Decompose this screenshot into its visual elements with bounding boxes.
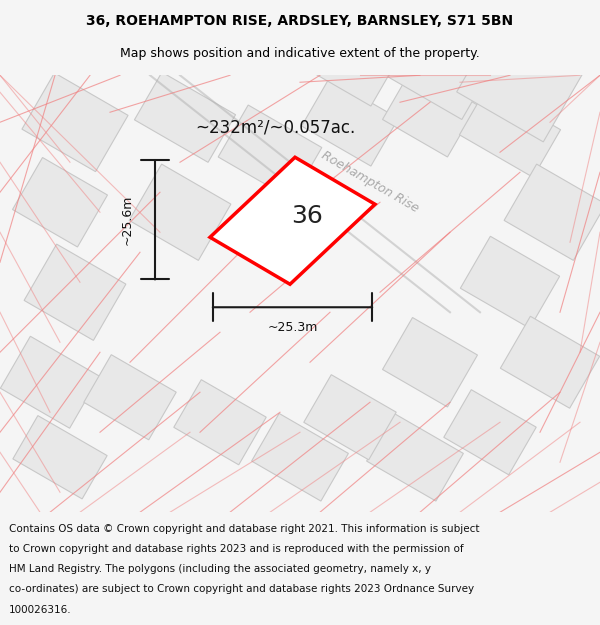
Polygon shape [13, 416, 107, 499]
Polygon shape [388, 25, 492, 119]
Text: to Crown copyright and database rights 2023 and is reproduced with the permissio: to Crown copyright and database rights 2… [9, 544, 464, 554]
Polygon shape [464, 9, 577, 115]
Text: 36: 36 [292, 204, 323, 228]
Text: ~232m²/~0.057ac.: ~232m²/~0.057ac. [195, 118, 355, 136]
Text: Map shows position and indicative extent of the property.: Map shows position and indicative extent… [120, 48, 480, 61]
Polygon shape [210, 158, 375, 284]
Polygon shape [129, 164, 231, 261]
Polygon shape [251, 413, 349, 501]
Polygon shape [84, 354, 176, 440]
Polygon shape [218, 105, 322, 199]
Text: Roehampton Rise: Roehampton Rise [319, 149, 421, 216]
Polygon shape [134, 72, 236, 162]
Polygon shape [367, 413, 463, 501]
Polygon shape [24, 244, 126, 341]
Text: HM Land Registry. The polygons (including the associated geometry, namely x, y: HM Land Registry. The polygons (includin… [9, 564, 431, 574]
Polygon shape [460, 236, 560, 328]
Polygon shape [13, 158, 107, 247]
Text: ~25.6m: ~25.6m [121, 194, 133, 245]
Polygon shape [1, 336, 100, 428]
Polygon shape [500, 316, 599, 408]
Polygon shape [302, 78, 398, 166]
Polygon shape [174, 379, 266, 465]
Polygon shape [302, 18, 398, 106]
Text: Contains OS data © Crown copyright and database right 2021. This information is : Contains OS data © Crown copyright and d… [9, 524, 479, 534]
Text: 100026316.: 100026316. [9, 605, 71, 615]
Text: ~25.3m: ~25.3m [268, 321, 317, 334]
Text: 36, ROEHAMPTON RISE, ARDSLEY, BARNSLEY, S71 5BN: 36, ROEHAMPTON RISE, ARDSLEY, BARNSLEY, … [86, 14, 514, 28]
Polygon shape [22, 73, 128, 172]
Polygon shape [504, 164, 600, 261]
Polygon shape [383, 68, 478, 157]
Polygon shape [383, 318, 478, 407]
Text: co-ordinates) are subject to Crown copyright and database rights 2023 Ordnance S: co-ordinates) are subject to Crown copyr… [9, 584, 474, 594]
Polygon shape [460, 87, 560, 178]
Polygon shape [457, 22, 583, 142]
Polygon shape [304, 374, 396, 460]
Polygon shape [444, 389, 536, 475]
